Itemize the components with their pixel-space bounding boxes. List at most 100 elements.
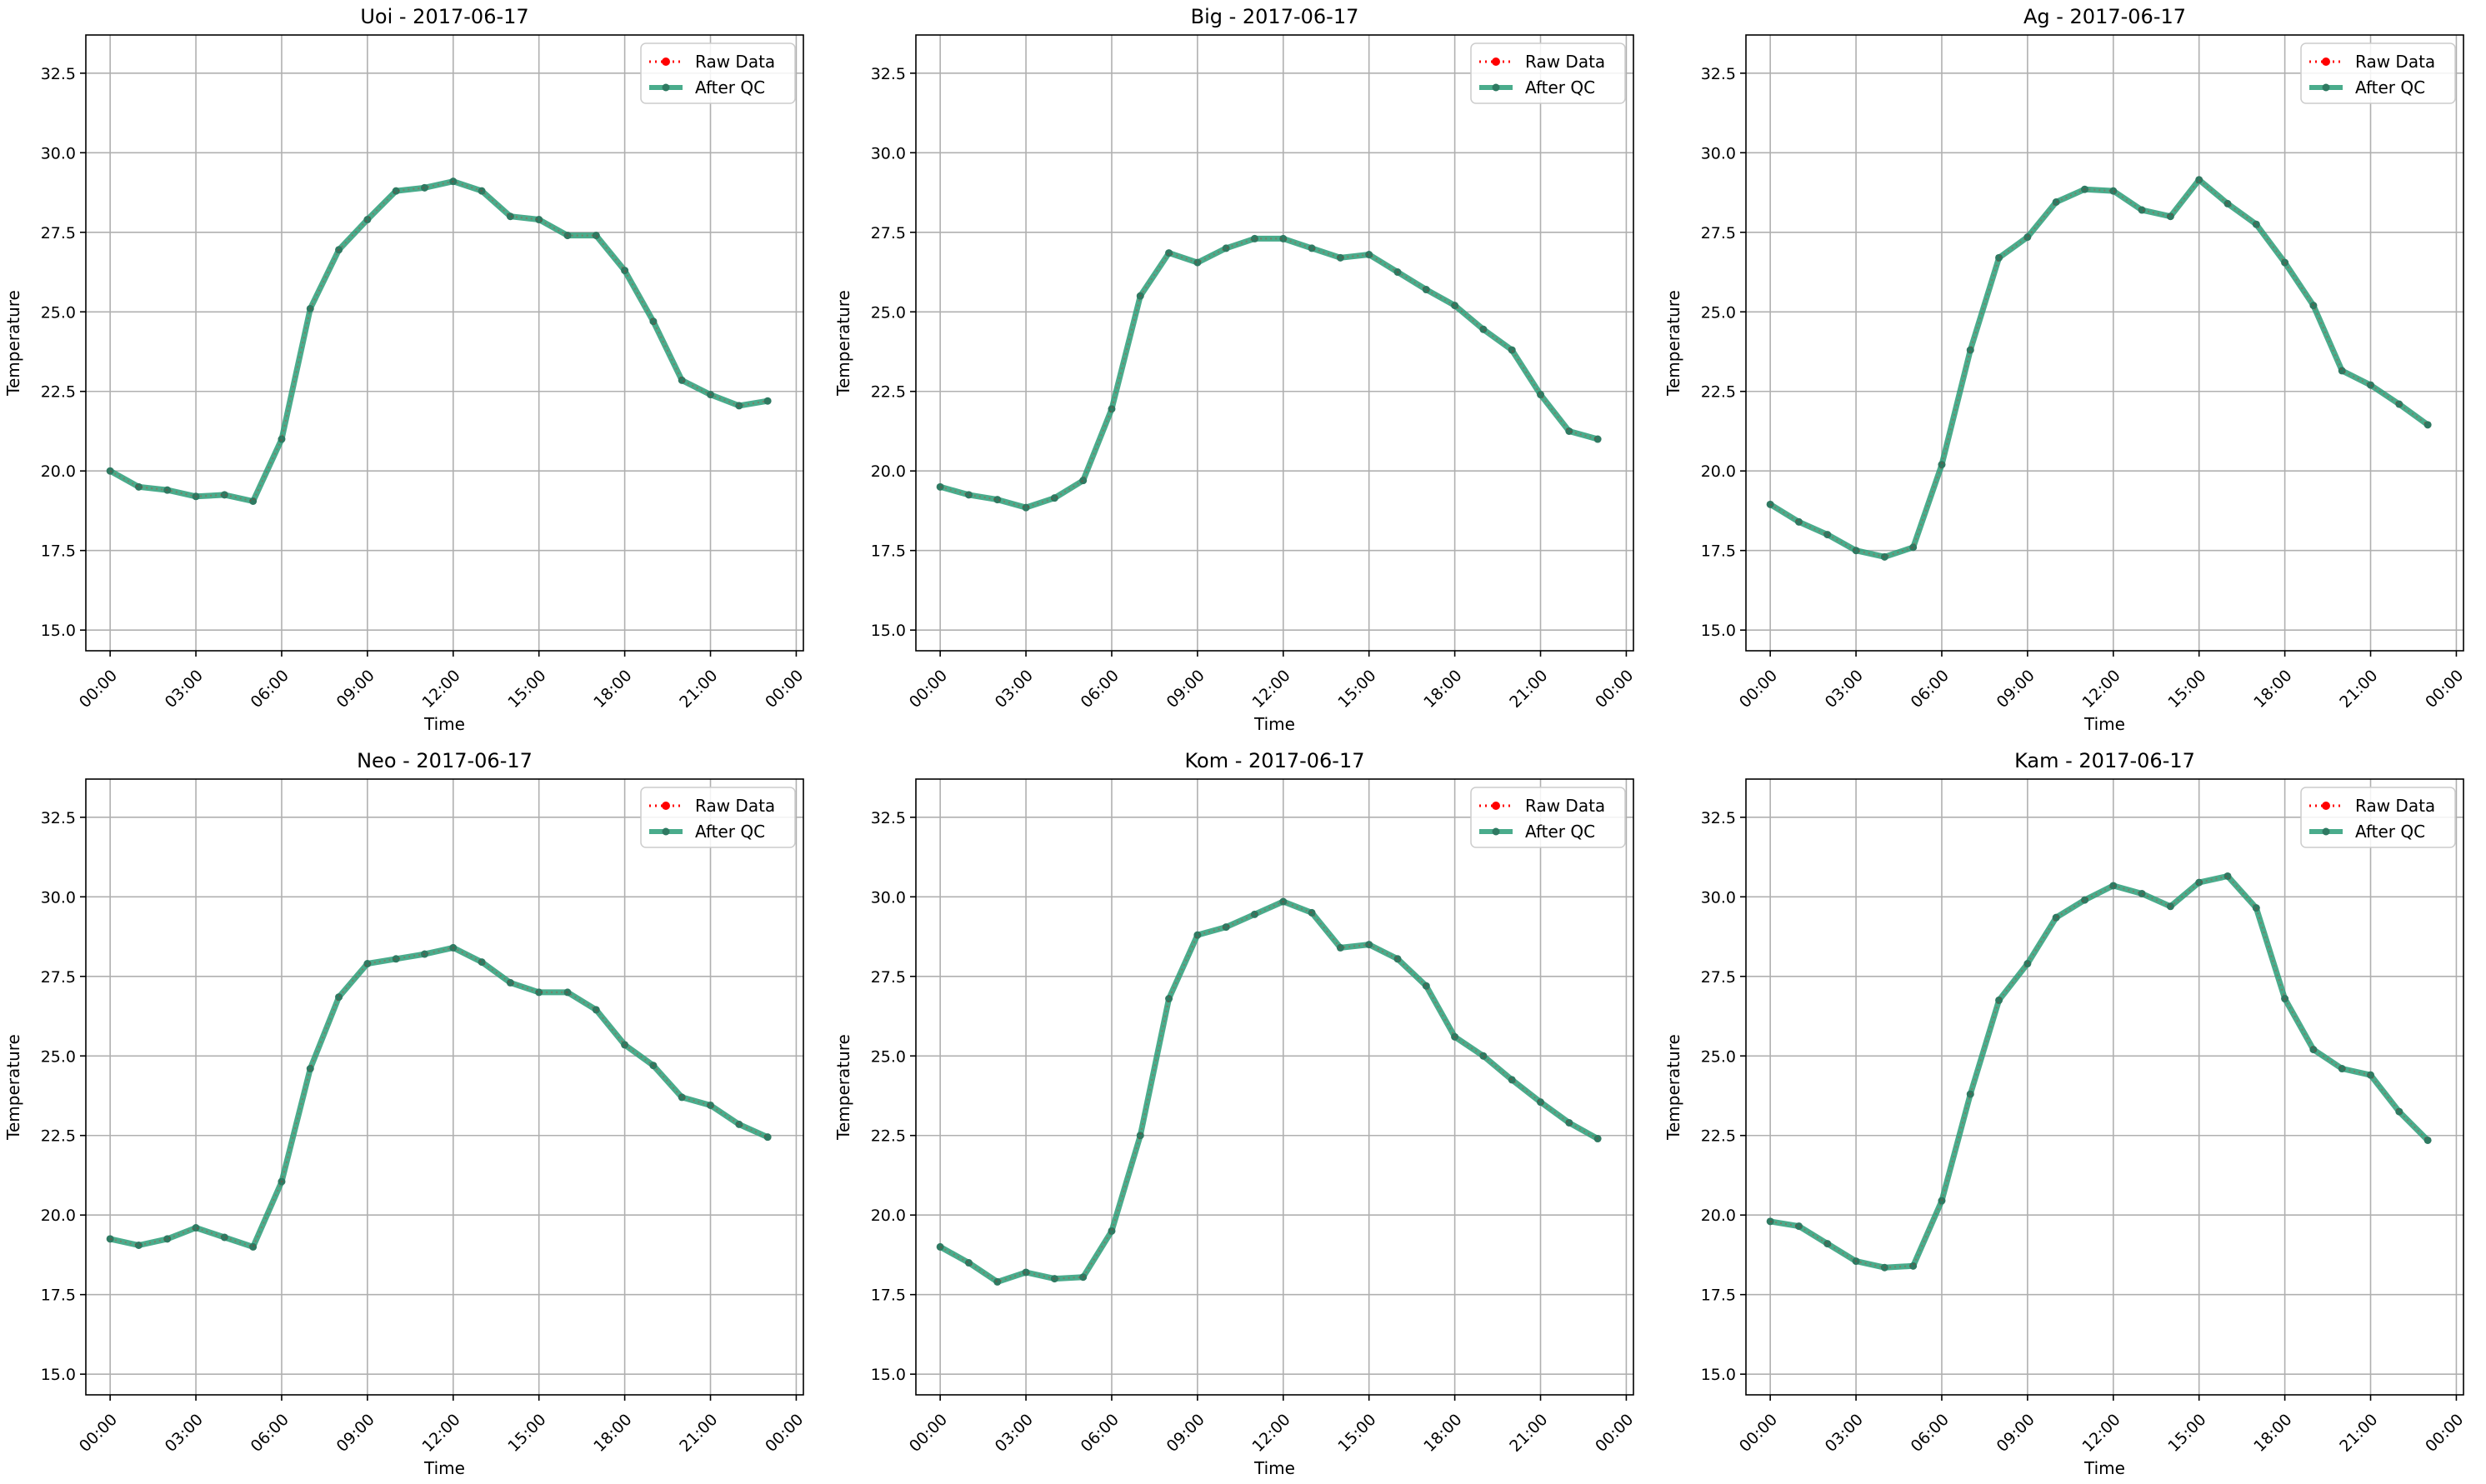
x-tick-label: 00:00: [1592, 667, 1637, 712]
data-point-after-qc: [936, 482, 944, 491]
x-tick-label: 06:00: [1078, 1411, 1123, 1456]
data-point-after-qc: [249, 497, 258, 506]
x-tick-label: 21:00: [1506, 667, 1551, 712]
data-point-after-qc: [1593, 435, 1602, 443]
y-tick-label: 20.0: [1701, 1207, 1736, 1225]
data-point-after-qc: [278, 1177, 286, 1186]
y-tick-label: 32.5: [1701, 65, 1736, 83]
x-axis-label: Time: [1253, 1458, 1295, 1478]
data-point-after-qc: [106, 467, 114, 475]
data-point-after-qc: [2195, 176, 2203, 184]
data-point-after-qc: [249, 1242, 258, 1251]
x-tick-label: 18:00: [1420, 667, 1465, 712]
data-point-after-qc: [1336, 943, 1344, 952]
y-tick-label: 30.0: [871, 144, 906, 162]
data-point-after-qc: [1880, 552, 1888, 561]
x-tick-label: 12:00: [418, 667, 463, 712]
data-point-after-qc: [1508, 1076, 1516, 1084]
data-point-after-qc: [1823, 1240, 1832, 1248]
data-point-after-qc: [964, 1259, 973, 1267]
series-line-after-qc: [109, 944, 769, 1250]
data-point-after-qc: [2195, 878, 2203, 887]
y-tick-label: 17.5: [871, 1287, 906, 1305]
legend-marker-after-qc: [1492, 83, 1500, 92]
y-tick-label: 30.0: [41, 888, 76, 907]
data-point-after-qc: [1308, 908, 1316, 917]
x-tick-label: 15:00: [2164, 667, 2209, 712]
x-tick-label: 21:00: [2336, 667, 2381, 712]
x-tick-label: 03:00: [1822, 667, 1867, 712]
data-point-after-qc: [678, 376, 686, 384]
x-tick-label: 09:00: [1993, 1411, 2038, 1456]
data-point-after-qc: [993, 1277, 1002, 1286]
y-tick-label: 20.0: [871, 1207, 906, 1225]
data-point-after-qc: [1308, 244, 1316, 252]
data-point-after-qc: [106, 1235, 114, 1243]
y-tick-label: 15.0: [41, 622, 76, 640]
chart-title: Kom - 2017-06-17: [1185, 749, 1365, 772]
data-point-after-qc: [192, 492, 200, 501]
legend: Raw Data After QC: [2300, 787, 2456, 848]
data-point-after-qc: [1966, 1090, 1974, 1098]
data-point-after-qc: [2423, 421, 2432, 429]
data-point-after-qc: [1880, 1263, 1888, 1272]
data-point-after-qc: [621, 1041, 629, 1049]
data-point-after-qc: [1966, 346, 1974, 354]
data-point-after-qc: [1852, 1257, 1860, 1266]
data-point-after-qc: [1136, 1132, 1144, 1140]
legend-marker-raw-data: [1492, 57, 1500, 66]
x-tick-label: 03:00: [1822, 1411, 1867, 1456]
x-tick-label: 09:00: [1993, 667, 2038, 712]
data-point-after-qc: [1565, 427, 1573, 435]
subplot-6: Kam - 2017-06-17 00:00 03:00 06:00 09:00 12:0…: [1663, 749, 2467, 1478]
x-axis-label: Time: [2083, 1458, 2125, 1478]
data-point-after-qc: [1451, 302, 1459, 310]
data-point-after-qc: [335, 993, 343, 1002]
y-tick-label: 20.0: [871, 462, 906, 481]
data-point-after-qc: [993, 496, 1002, 504]
x-tick-label: 00:00: [2422, 667, 2467, 712]
legend-label-after-qc: After QC: [695, 77, 765, 97]
data-point-after-qc: [1537, 391, 1545, 399]
data-point-after-qc: [1909, 1262, 1918, 1270]
data-point-after-qc: [1422, 982, 1430, 990]
x-tick-label: 09:00: [333, 667, 378, 712]
chart-title: Big - 2017-06-17: [1191, 5, 1359, 28]
series-line-raw-data: [939, 237, 1598, 509]
chart-title: Ag - 2017-06-17: [2023, 5, 2186, 28]
data-point-after-qc: [1050, 1275, 1058, 1283]
data-point-after-qc: [707, 1101, 715, 1109]
legend-marker-raw-data: [662, 802, 670, 810]
data-point-after-qc: [449, 177, 458, 186]
data-point-after-qc: [1593, 1135, 1602, 1143]
y-tick-label: 22.5: [871, 1127, 906, 1146]
y-tick-label: 25.0: [41, 303, 76, 322]
y-tick-label: 32.5: [41, 809, 76, 827]
x-tick-label: 15:00: [504, 667, 549, 712]
data-point-after-qc: [936, 1242, 944, 1251]
data-point-after-qc: [1393, 955, 1402, 963]
data-point-after-qc: [192, 1223, 200, 1232]
y-tick-label: 32.5: [1701, 809, 1736, 827]
series-line-after-qc: [108, 178, 768, 504]
data-point-after-qc: [1222, 923, 1230, 932]
x-tick-label: 09:00: [333, 1411, 378, 1456]
data-point-after-qc: [420, 183, 428, 192]
data-point-after-qc: [1766, 500, 1774, 508]
data-point-after-qc: [964, 491, 973, 499]
data-point-after-qc: [2166, 212, 2174, 221]
legend-label-raw-data: Raw Data: [1525, 52, 1605, 72]
data-point-after-qc: [2223, 872, 2232, 880]
data-point-after-qc: [1193, 258, 1202, 267]
data-point-after-qc: [2109, 187, 2118, 195]
x-tick-label: 18:00: [590, 667, 635, 712]
data-point-after-qc: [335, 246, 343, 254]
y-axis-label: Temperature: [1663, 1034, 1683, 1141]
data-point-after-qc: [478, 958, 486, 967]
data-point-after-qc: [1995, 253, 2003, 262]
x-tick-label: 00:00: [2422, 1411, 2467, 1456]
data-point-after-qc: [1393, 268, 1402, 277]
data-point-after-qc: [1250, 910, 1258, 918]
y-tick-label: 30.0: [1701, 144, 1736, 162]
data-point-after-qc: [2252, 904, 2260, 912]
